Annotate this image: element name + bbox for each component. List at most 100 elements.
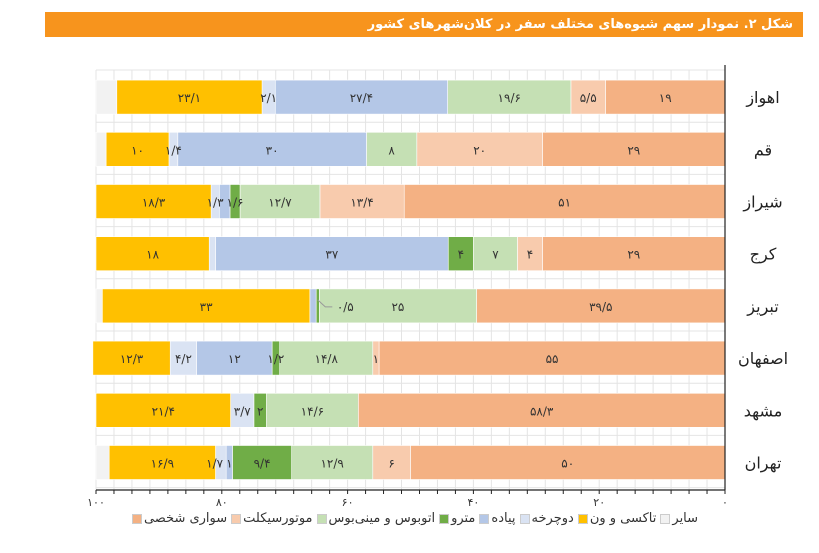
data-label: ۳۹/۵: [589, 300, 612, 314]
x-tick-label: ۰: [722, 496, 728, 509]
bar-segment-taxi: [95, 236, 210, 271]
category-label: اصفهان: [738, 349, 788, 369]
data-label: ۴: [458, 248, 464, 262]
data-label: ۷: [492, 248, 499, 262]
bar-segment-bike: [169, 340, 197, 376]
legend-item-taxi: تاکسی و ون: [577, 511, 657, 526]
bar-segment-walk: [215, 236, 449, 271]
legend-item-bus: اتوبوس و مینی‌بوس: [316, 511, 436, 526]
data-label: ۱۶/۹: [151, 457, 174, 471]
bar-segment-taxi: [101, 288, 311, 324]
x-tick-label: ۴۰: [467, 496, 479, 509]
data-label: ۱۸/۳: [142, 196, 166, 210]
bar-segment-bus: [291, 445, 374, 480]
data-label: ۱۲: [228, 352, 241, 366]
data-label: ۲۹: [627, 143, 640, 157]
data-label: ۲/۱: [260, 91, 277, 105]
bar-segment-taxi: [116, 79, 263, 115]
data-label: ۱: [373, 352, 379, 366]
bar-segment-moto: [570, 79, 606, 115]
bar-segment-car: [476, 288, 726, 324]
x-tick-label: ۶۰: [342, 496, 354, 509]
data-label: ۱۳/۴: [350, 196, 373, 210]
data-label: ۴: [527, 248, 533, 262]
data-label: ۳۳: [200, 300, 213, 314]
category-label: کرج: [750, 245, 777, 265]
data-label: ۵۰: [561, 457, 574, 471]
bar-segment-car: [542, 236, 726, 271]
data-label: ۱۲/۹: [320, 457, 343, 471]
legend-label: سایر: [672, 511, 699, 526]
legend: سایر تاکسی و ون دوچرخه پیاده مترو اتوبوس و می…: [100, 511, 730, 526]
legend-swatch: [577, 513, 588, 524]
data-label: ۱۰: [131, 143, 144, 157]
bar-segment-bus: [266, 392, 359, 428]
data-label: ۸: [388, 143, 395, 157]
bar-segment-bus: [239, 184, 321, 219]
data-label: ۵۸/۳: [530, 404, 554, 418]
bar-segment-bus: [279, 340, 374, 376]
data-label: ۲۱/۴: [152, 404, 175, 418]
data-label: ۱: [226, 457, 232, 471]
legend-item-walk: پیاده: [479, 511, 516, 526]
data-label: ۵۱: [558, 196, 571, 210]
bar-segment-walk: [309, 288, 317, 324]
data-label: ۲: [257, 404, 263, 418]
bar-segment-bus: [447, 79, 572, 115]
bar-segment-metro: [447, 236, 474, 271]
data-label: ۲۵: [391, 300, 404, 314]
data-label: ۱۴/۶: [301, 404, 324, 418]
bar-segment-metro: [315, 288, 320, 324]
legend-item-metro: مترو: [439, 511, 475, 526]
data-label: ۱۸: [146, 248, 159, 262]
legend-item-bike: دوچرخه: [519, 511, 574, 526]
legend-label: دوچرخه: [531, 511, 574, 526]
legend-label: پیاده: [491, 511, 516, 526]
data-label: ۲۳/۱: [178, 91, 201, 105]
data-label: ۶: [388, 457, 394, 471]
bar-segment-taxi: [95, 184, 212, 219]
legend-label: مترو: [451, 511, 476, 526]
data-label: ۲۰: [473, 143, 486, 157]
legend-item-moto: موتورسیکلت: [231, 511, 313, 526]
data-label: ۲۹: [627, 248, 640, 262]
bar-segment-bike: [208, 236, 216, 271]
data-label: ۹/۴: [254, 457, 271, 471]
bar-segment-other: [95, 445, 110, 480]
data-label: ۲۷/۴: [350, 91, 373, 105]
bar-segment-metro: [232, 445, 292, 480]
data-label: ۱/۲: [267, 352, 284, 366]
legend-label: تاکسی و ون: [589, 511, 657, 526]
data-label: ۱/۳: [207, 196, 224, 210]
x-tick-label: ۲۰: [593, 496, 605, 509]
bar-segment-car: [410, 445, 726, 480]
legend-label: موتورسیکلت: [243, 511, 313, 526]
bar-segment-taxi: [105, 132, 170, 167]
bar-segment-car: [605, 79, 726, 115]
bar-segment-moto: [517, 236, 543, 271]
data-label: ۳۷: [325, 248, 338, 262]
bar-segment-taxi: [95, 392, 231, 428]
x-tick-label: ۱۰۰: [87, 496, 105, 509]
legend-swatch: [316, 513, 327, 524]
figure-title: شکل ۲. نمودار سهم شیوه‌های مختلف سفر در …: [45, 12, 803, 37]
bar-segment-moto: [416, 132, 543, 167]
legend-swatch: [439, 513, 450, 524]
bar-segment-taxi: [108, 445, 216, 480]
bar-segment-other: [95, 79, 118, 115]
legend-label: اتوبوس و مینی‌بوس: [328, 511, 436, 526]
legend-item-other: سایر: [660, 511, 698, 526]
legend-item-car: سواری شخصی: [131, 511, 227, 526]
bar-segment-walk: [177, 132, 367, 167]
legend-swatch: [660, 513, 671, 524]
bar-segment-bus: [366, 132, 418, 167]
legend-swatch: [479, 513, 490, 524]
data-label: ۱/۴: [165, 143, 182, 157]
data-label: ۳۰: [266, 143, 279, 157]
legend-swatch: [519, 513, 530, 524]
data-label: ۱/۶: [227, 196, 244, 210]
bar-segment-moto: [319, 184, 405, 219]
data-label: ۵/۵: [580, 91, 597, 105]
data-label: ۱۹: [659, 91, 672, 105]
